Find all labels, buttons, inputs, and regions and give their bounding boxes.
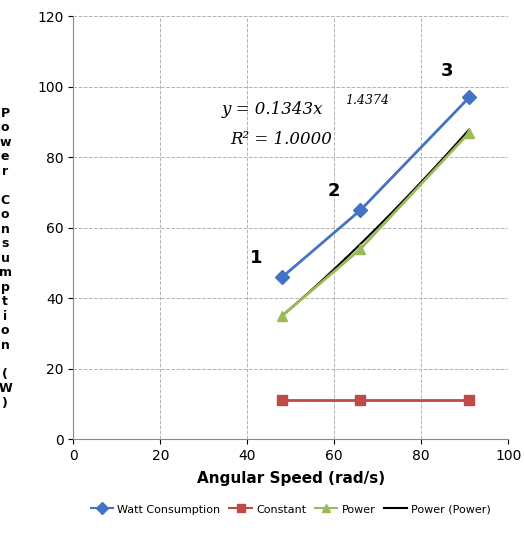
Constant [357, 397, 364, 404]
Power [466, 130, 472, 136]
Text: 1.4374: 1.4374 [345, 94, 389, 108]
Constant [466, 397, 472, 404]
Line: Constant: Constant [277, 396, 474, 405]
Watt Consumption [279, 274, 285, 281]
X-axis label: Angular Speed (rad/s): Angular Speed (rad/s) [196, 471, 385, 486]
Power (Power) [279, 312, 285, 319]
Power (Power) [466, 126, 472, 133]
Power (Power) [287, 306, 293, 312]
Watt Consumption [466, 94, 472, 101]
Watt Consumption [357, 207, 364, 214]
Power (Power) [314, 282, 320, 288]
Power (Power) [450, 144, 456, 150]
Power (Power) [456, 137, 463, 143]
Power (Power) [329, 268, 335, 274]
Legend: Watt Consumption, Constant, Power, Power (Power): Watt Consumption, Constant, Power, Power… [91, 504, 491, 515]
Line: Watt Consumption: Watt Consumption [277, 93, 474, 282]
Power [279, 312, 285, 319]
Power (Power) [290, 302, 297, 309]
Text: 3: 3 [441, 62, 454, 80]
Text: 1: 1 [250, 249, 263, 267]
Power [357, 246, 364, 253]
Constant [279, 397, 285, 404]
Line: Power (Power): Power (Power) [282, 130, 469, 316]
Text: y = 0.1343x: y = 0.1343x [221, 101, 323, 118]
Text: R² = 1.0000: R² = 1.0000 [230, 131, 332, 148]
Text: P
o
w
e
r
 
C
o
n
s
u
m
p
t
i
o
n
 
(
W
): P o w e r C o n s u m p t i o n ( W ) [0, 107, 12, 410]
Line: Power: Power [277, 128, 474, 321]
Text: 2: 2 [328, 182, 341, 200]
